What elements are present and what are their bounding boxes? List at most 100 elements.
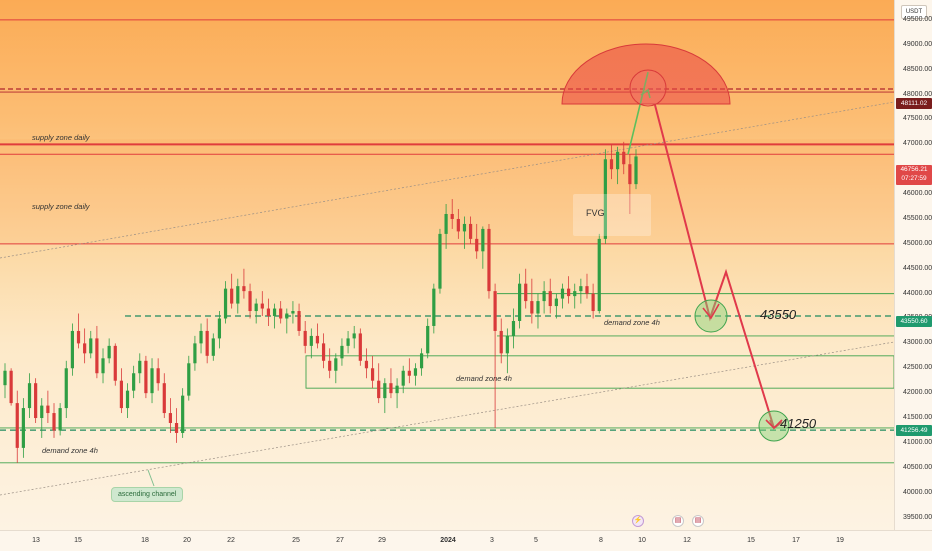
candle-body (156, 368, 160, 384)
price-tick-label: 40500.00 (903, 463, 932, 471)
candle-body (389, 383, 393, 394)
us-flag-icon[interactable]: ▤ (672, 515, 684, 527)
candle-body (125, 390, 130, 409)
candle-body (622, 151, 626, 165)
time-axis-label: 8 (599, 537, 603, 544)
target-two-circle (758, 410, 790, 442)
candle-body (505, 335, 509, 354)
projection-up-line (627, 71, 649, 155)
candle-body (46, 405, 50, 414)
fvg-label: FVG (586, 208, 605, 218)
candle-body (9, 370, 13, 404)
candle-body (413, 368, 418, 376)
lightning-icon[interactable]: ⚡ (632, 515, 644, 527)
time-axis-label: 20 (183, 537, 191, 544)
time-axis-label: 18 (141, 537, 149, 544)
candle-body (462, 223, 467, 232)
price-tick-label: 42500.00 (903, 364, 932, 372)
candle-body (426, 325, 430, 354)
projection-down-path (654, 104, 775, 429)
price-tick-label: 48500.00 (903, 65, 932, 73)
candle-body (89, 338, 93, 354)
candle-body (419, 353, 424, 369)
time-axis-label: 13 (32, 537, 40, 544)
price-tick-label: 41000.00 (903, 438, 932, 446)
candle-body (438, 233, 442, 289)
price-tick-label: 49000.00 (903, 40, 932, 48)
price-tick-label: 44500.00 (903, 264, 932, 272)
candle-body (113, 345, 117, 381)
candle-body (181, 395, 185, 433)
candle-body (597, 238, 601, 312)
candle-body (560, 288, 565, 299)
candle-body (58, 408, 62, 431)
candle-body (199, 330, 203, 344)
projection-up-arrowhead (640, 88, 651, 99)
candle-body (260, 303, 264, 309)
target-two-price-tag: 41256.49 (896, 425, 932, 436)
candle-body (407, 370, 411, 376)
target-one-circle (694, 299, 728, 333)
candle-body (291, 311, 295, 314)
candle-body (272, 308, 277, 317)
candle-body (567, 288, 571, 297)
target-one-price-tag: 43550.60 (896, 316, 932, 327)
candle-body (205, 330, 209, 356)
candle-body (266, 308, 271, 317)
target-two-label: 41250 (780, 416, 817, 431)
candle-body (334, 358, 338, 371)
candle-body (536, 301, 540, 314)
candle-body (162, 383, 166, 414)
candle-body (456, 218, 460, 232)
candle-body (524, 283, 528, 302)
candle-body (309, 335, 313, 346)
candle-body (634, 156, 638, 185)
candle-body (352, 333, 356, 339)
candle-body (150, 368, 154, 394)
candle-body (242, 286, 246, 292)
price-scale[interactable]: USDT 49500.00 49000.00 48500.00 48000.00 475… (894, 0, 932, 530)
channel-label-pointer (147, 469, 155, 487)
price-tick-label: 43000.00 (903, 339, 932, 347)
candle-body (95, 338, 99, 374)
price-tick-label: 44000.00 (903, 289, 932, 297)
price-tick-label: 42000.00 (903, 389, 932, 397)
price-chart[interactable] (0, 0, 894, 530)
candle-body (254, 303, 258, 312)
demand-zone-label-mid: demand zone 4h (456, 374, 512, 383)
time-axis[interactable]: 13 15 18 20 22 25 27 29 2024 3 5 8 10 12 15 17 19 (0, 530, 932, 551)
candle-body (585, 286, 589, 294)
candle-body (119, 380, 123, 409)
candle-body (364, 360, 369, 369)
price-tick-label: 45000.00 (903, 239, 932, 247)
candle-body (573, 291, 577, 297)
supply-zone-label-upper: supply zone daily (32, 133, 90, 142)
time-axis-label: 15 (74, 537, 82, 544)
candle-body (450, 213, 454, 219)
candle-body (174, 423, 179, 433)
us-flag-icon[interactable]: ▤ (692, 515, 704, 527)
channel-lower-line (0, 341, 894, 496)
fvg-box (573, 194, 651, 236)
supply-semicircle (561, 43, 731, 105)
time-axis-label: 17 (792, 537, 800, 544)
time-axis-label: 25 (292, 537, 300, 544)
time-axis-label: 5 (534, 537, 538, 544)
target-two-check (765, 419, 783, 430)
currency-label[interactable]: USDT (901, 5, 927, 19)
chart-area[interactable]: supply zone daily supply zone daily FVG … (0, 0, 894, 530)
candle-body (321, 343, 326, 361)
candle-body (303, 330, 307, 346)
candle-body (328, 360, 332, 371)
candle-body (70, 330, 74, 369)
candle-body (217, 318, 222, 339)
candle-body (101, 358, 105, 374)
candle-body (518, 283, 522, 321)
candle-body (432, 288, 436, 326)
time-axis-label: 29 (378, 537, 386, 544)
candle-body (193, 343, 197, 364)
candle-body (609, 159, 614, 170)
candle-body (83, 343, 87, 354)
candle-body (511, 320, 516, 336)
candle-body (27, 383, 32, 409)
